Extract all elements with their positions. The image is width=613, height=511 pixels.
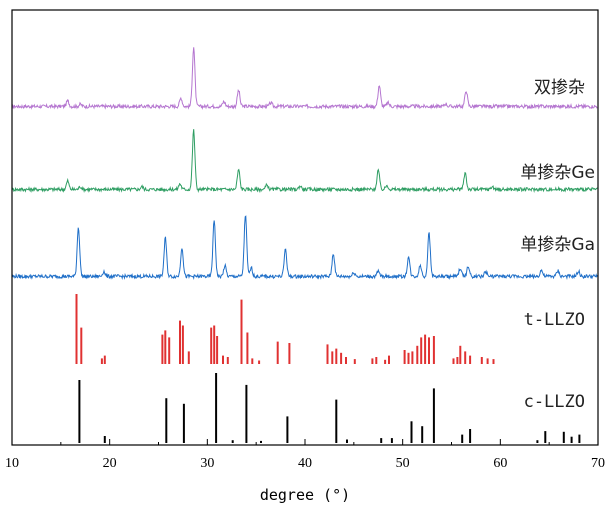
- series-双掺杂: 双掺杂: [11, 47, 598, 110]
- x-tick-label: 30: [200, 456, 214, 471]
- series-line-双掺杂: [11, 47, 598, 110]
- plot-frame: [11, 9, 599, 446]
- x-tick-label: 70: [591, 456, 605, 471]
- x-tick-label: 50: [396, 456, 410, 471]
- x-tick-label: 60: [493, 456, 507, 471]
- series-t-LLZO: t-LLZO: [75, 294, 585, 364]
- x-tick-label: 10: [5, 456, 19, 471]
- series-line-单掺杂Ge: [11, 129, 598, 193]
- x-axis: 10 20 30 40 50 60 70: [5, 439, 605, 471]
- series-label: 双掺杂: [534, 78, 585, 98]
- series-label: t-LLZO: [524, 310, 585, 330]
- series-单掺杂Ge: 单掺杂Ge: [11, 129, 598, 193]
- series-label: c-LLZO: [524, 392, 585, 412]
- series-单掺杂Ga: 单掺杂Ga: [11, 215, 598, 281]
- x-tick-label: 20: [103, 456, 117, 471]
- series-label: 单掺杂Ga: [520, 235, 595, 255]
- series-c-LLZO: c-LLZO: [78, 373, 585, 443]
- series-line-单掺杂Ga: [11, 215, 598, 281]
- series-label: 单掺杂Ge: [520, 163, 595, 183]
- x-axis-title: degree (°): [260, 486, 350, 504]
- x-tick-label: 40: [298, 456, 312, 471]
- plot-border: [11, 9, 599, 446]
